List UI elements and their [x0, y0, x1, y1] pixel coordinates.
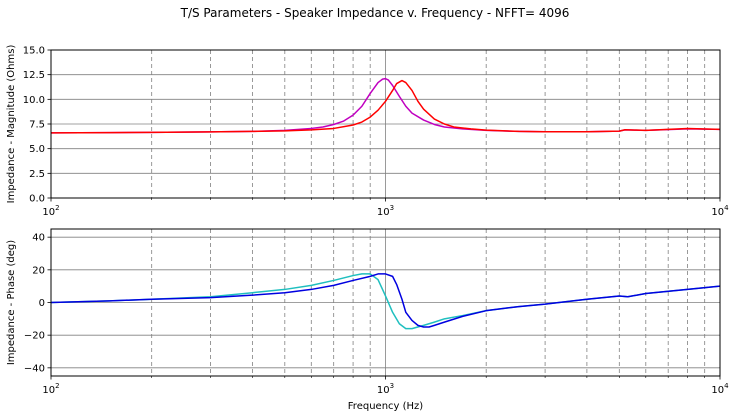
y-axis-label: Impedance - Magnitude (Ohms) — [6, 45, 17, 204]
phase-panel: −40 −20 0 20 40 102 103 104 Impedance - Phase (d… — [6, 228, 729, 412]
x-tick-label: 104 — [711, 382, 729, 396]
y-tick-label: 20 — [32, 265, 45, 276]
x-tick-label: 102 — [42, 382, 59, 396]
y-tick-label: −20 — [24, 331, 45, 342]
magnitude-panel: 0.0 2.5 5.0 7.5 10.0 12.5 15.0 102 103 104 Impedan… — [6, 45, 729, 218]
y-tick-label: 2.5 — [29, 169, 45, 180]
x-tick-label: 104 — [711, 204, 729, 218]
y-tick-label: 7.5 — [29, 120, 45, 131]
x-tick-label: 103 — [377, 204, 394, 218]
y-tick-label: 12.5 — [23, 70, 45, 81]
chart-title: T/S Parameters - Speaker Impedance v. Fr… — [180, 6, 570, 20]
y-axis-label: Impedance - Phase (deg) — [6, 240, 17, 365]
y-tick-label: 5.0 — [29, 144, 45, 155]
y-tick-label: 0 — [39, 298, 45, 309]
y-tick-label: 0.0 — [29, 194, 45, 205]
series-line-2 — [51, 273, 720, 328]
y-tick-label: 40 — [32, 233, 45, 244]
x-tick-label: 102 — [42, 204, 59, 218]
series-line-2 — [51, 79, 720, 134]
x-axis-label: Frequency (Hz) — [348, 401, 424, 412]
y-tick-label: 10.0 — [23, 95, 45, 106]
y-tick-label: 15.0 — [23, 46, 45, 57]
x-tick-label: 103 — [377, 382, 394, 396]
y-tick-label: −40 — [24, 363, 45, 374]
